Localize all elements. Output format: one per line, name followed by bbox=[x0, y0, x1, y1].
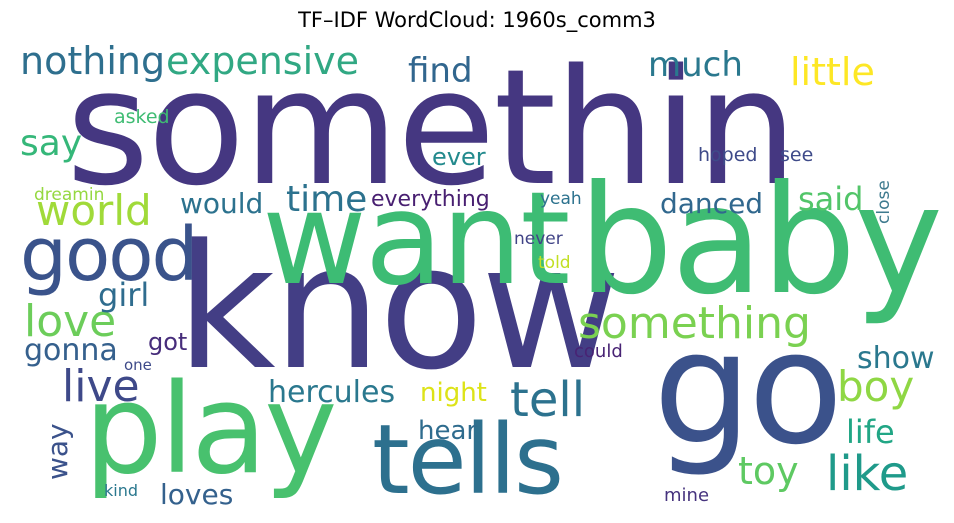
word: want bbox=[262, 165, 570, 314]
word: everything bbox=[371, 187, 490, 212]
word: toy bbox=[738, 449, 799, 493]
word: expensive bbox=[166, 39, 360, 83]
word: got bbox=[148, 328, 188, 356]
word: mine bbox=[664, 485, 710, 506]
word: see bbox=[780, 144, 814, 166]
word: close bbox=[874, 180, 894, 224]
word: hoped bbox=[698, 144, 758, 166]
word: never bbox=[514, 229, 563, 249]
word: loves bbox=[160, 478, 234, 511]
word: way bbox=[41, 423, 74, 480]
word: nothing bbox=[20, 39, 166, 83]
word: somethin bbox=[66, 34, 798, 221]
word: something bbox=[578, 298, 811, 349]
word: would bbox=[180, 187, 264, 220]
word: know bbox=[176, 207, 622, 408]
word: boy bbox=[837, 362, 915, 411]
word: much bbox=[648, 45, 743, 85]
word: tells bbox=[372, 404, 564, 516]
word: play bbox=[84, 358, 338, 502]
word: could bbox=[574, 341, 623, 362]
word: one bbox=[124, 356, 152, 374]
word: gonna bbox=[24, 333, 118, 368]
word: night bbox=[420, 378, 487, 408]
word: time bbox=[286, 179, 368, 220]
word: tell bbox=[510, 372, 586, 428]
word: told bbox=[538, 253, 571, 273]
word: find bbox=[408, 51, 473, 91]
word: hear bbox=[418, 416, 478, 446]
word: yeah bbox=[540, 189, 582, 209]
word: baby bbox=[578, 154, 943, 328]
word: go bbox=[653, 297, 843, 479]
word: good bbox=[20, 212, 198, 298]
word: dreamin bbox=[34, 185, 105, 205]
word: said bbox=[798, 180, 864, 218]
word: kind bbox=[104, 481, 139, 500]
word: danced bbox=[660, 187, 764, 220]
word: life bbox=[846, 413, 895, 451]
word: girl bbox=[98, 276, 150, 314]
word: like bbox=[826, 446, 909, 502]
word: asked bbox=[114, 106, 170, 128]
word: hercules bbox=[268, 375, 396, 410]
word: world bbox=[36, 186, 152, 235]
word: say bbox=[20, 123, 83, 164]
word: love bbox=[24, 296, 117, 347]
word: little bbox=[790, 50, 875, 94]
word: live bbox=[62, 361, 140, 412]
chart-title: TF–IDF WordCloud: 1960s_comm3 bbox=[298, 8, 656, 32]
word: ever bbox=[432, 143, 486, 171]
word: show bbox=[857, 341, 935, 376]
